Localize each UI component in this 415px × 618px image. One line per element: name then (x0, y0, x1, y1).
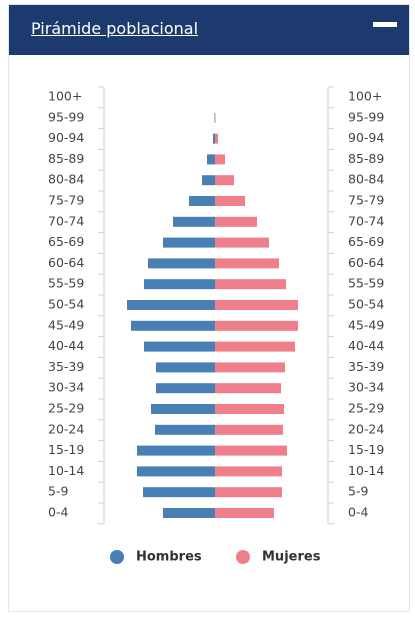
y-tick-label: 50-54 (348, 297, 384, 312)
y-tick-label: 70-74 (48, 213, 84, 228)
y-tick-label: 100+ (48, 89, 82, 104)
bar (215, 341, 295, 352)
y-tick-label: 45-49 (48, 317, 84, 332)
y-tick-label: 45-49 (348, 317, 384, 332)
y-tick-label: 65-69 (48, 234, 84, 249)
legend-swatch (236, 550, 250, 564)
minimize-button[interactable] (373, 22, 397, 27)
y-tick-label: 50-54 (48, 297, 84, 312)
bar (215, 300, 298, 310)
bar (213, 133, 215, 144)
y-tick-label: 40-44 (48, 338, 84, 353)
bar (215, 487, 282, 498)
bar (173, 216, 215, 227)
bar (215, 320, 298, 331)
bar (215, 404, 284, 414)
y-tick-label: 15-19 (48, 442, 84, 457)
bar (189, 196, 215, 206)
bar (215, 424, 283, 435)
card-header: Pirámide poblacional (9, 5, 409, 55)
legend-label: Hombres (136, 550, 202, 565)
bar (215, 258, 279, 269)
bar (144, 341, 215, 352)
y-tick-label: 15-19 (348, 442, 384, 457)
bar (137, 445, 215, 456)
bar (214, 112, 215, 123)
y-tick-label: 20-24 (48, 421, 84, 436)
bar (215, 112, 216, 123)
y-tick-label: 100+ (348, 89, 382, 104)
y-tick-label: 10-14 (348, 463, 384, 478)
bar (156, 362, 215, 373)
bar (215, 508, 274, 518)
legend-label: Mujeres (262, 550, 321, 565)
y-tick-label: 75-79 (48, 193, 84, 208)
y-tick-label: 25-29 (348, 401, 384, 416)
bar (163, 237, 215, 248)
y-tick-label: 90-94 (348, 130, 384, 145)
y-tick-label: 0-4 (48, 505, 68, 520)
bar (215, 383, 281, 394)
bar (155, 424, 215, 435)
bar (207, 154, 215, 165)
y-tick-label: 10-14 (48, 463, 84, 478)
bar (151, 404, 215, 414)
legend-swatch (110, 550, 124, 564)
bar (137, 466, 215, 477)
y-tick-label: 95-99 (48, 109, 84, 124)
bar (215, 133, 218, 144)
y-tick-label: 55-59 (348, 276, 384, 291)
y-tick-label: 30-34 (348, 380, 384, 395)
bar (163, 508, 215, 518)
y-tick-label: 75-79 (348, 193, 384, 208)
card-title[interactable]: Pirámide poblacional (31, 19, 199, 38)
y-tick-label: 30-34 (48, 380, 84, 395)
y-tick-label: 0-4 (348, 505, 368, 520)
y-tick-label: 25-29 (48, 401, 84, 416)
bar (215, 362, 285, 373)
bar (127, 300, 215, 310)
y-tick-label: 60-64 (348, 255, 384, 270)
bar (202, 175, 215, 186)
y-tick-label: 60-64 (48, 255, 84, 270)
y-tick-label: 85-89 (348, 151, 384, 166)
bar (148, 258, 215, 269)
y-tick-label: 70-74 (348, 213, 384, 228)
y-tick-label: 55-59 (48, 276, 84, 291)
y-tick-label: 5-9 (348, 484, 368, 499)
bar (215, 196, 245, 206)
y-tick-label: 80-84 (48, 172, 84, 187)
y-tick-label: 65-69 (348, 234, 384, 249)
y-tick-label: 35-39 (348, 359, 384, 374)
y-tick-label: 20-24 (348, 421, 384, 436)
bar (215, 154, 225, 165)
y-tick-label: 5-9 (48, 484, 68, 499)
bar (131, 320, 215, 331)
bar (156, 383, 215, 394)
bar (215, 216, 257, 227)
y-tick-label: 85-89 (48, 151, 84, 166)
bar (215, 175, 234, 186)
y-tick-label: 40-44 (348, 338, 384, 353)
bar (215, 466, 282, 477)
bar (215, 237, 269, 248)
y-tick-label: 35-39 (48, 359, 84, 374)
y-tick-label: 90-94 (48, 130, 84, 145)
bar (144, 279, 215, 290)
bar (215, 279, 286, 290)
bar (215, 445, 287, 456)
y-tick-label: 95-99 (348, 109, 384, 124)
bar (143, 487, 215, 498)
y-tick-label: 80-84 (348, 172, 384, 187)
